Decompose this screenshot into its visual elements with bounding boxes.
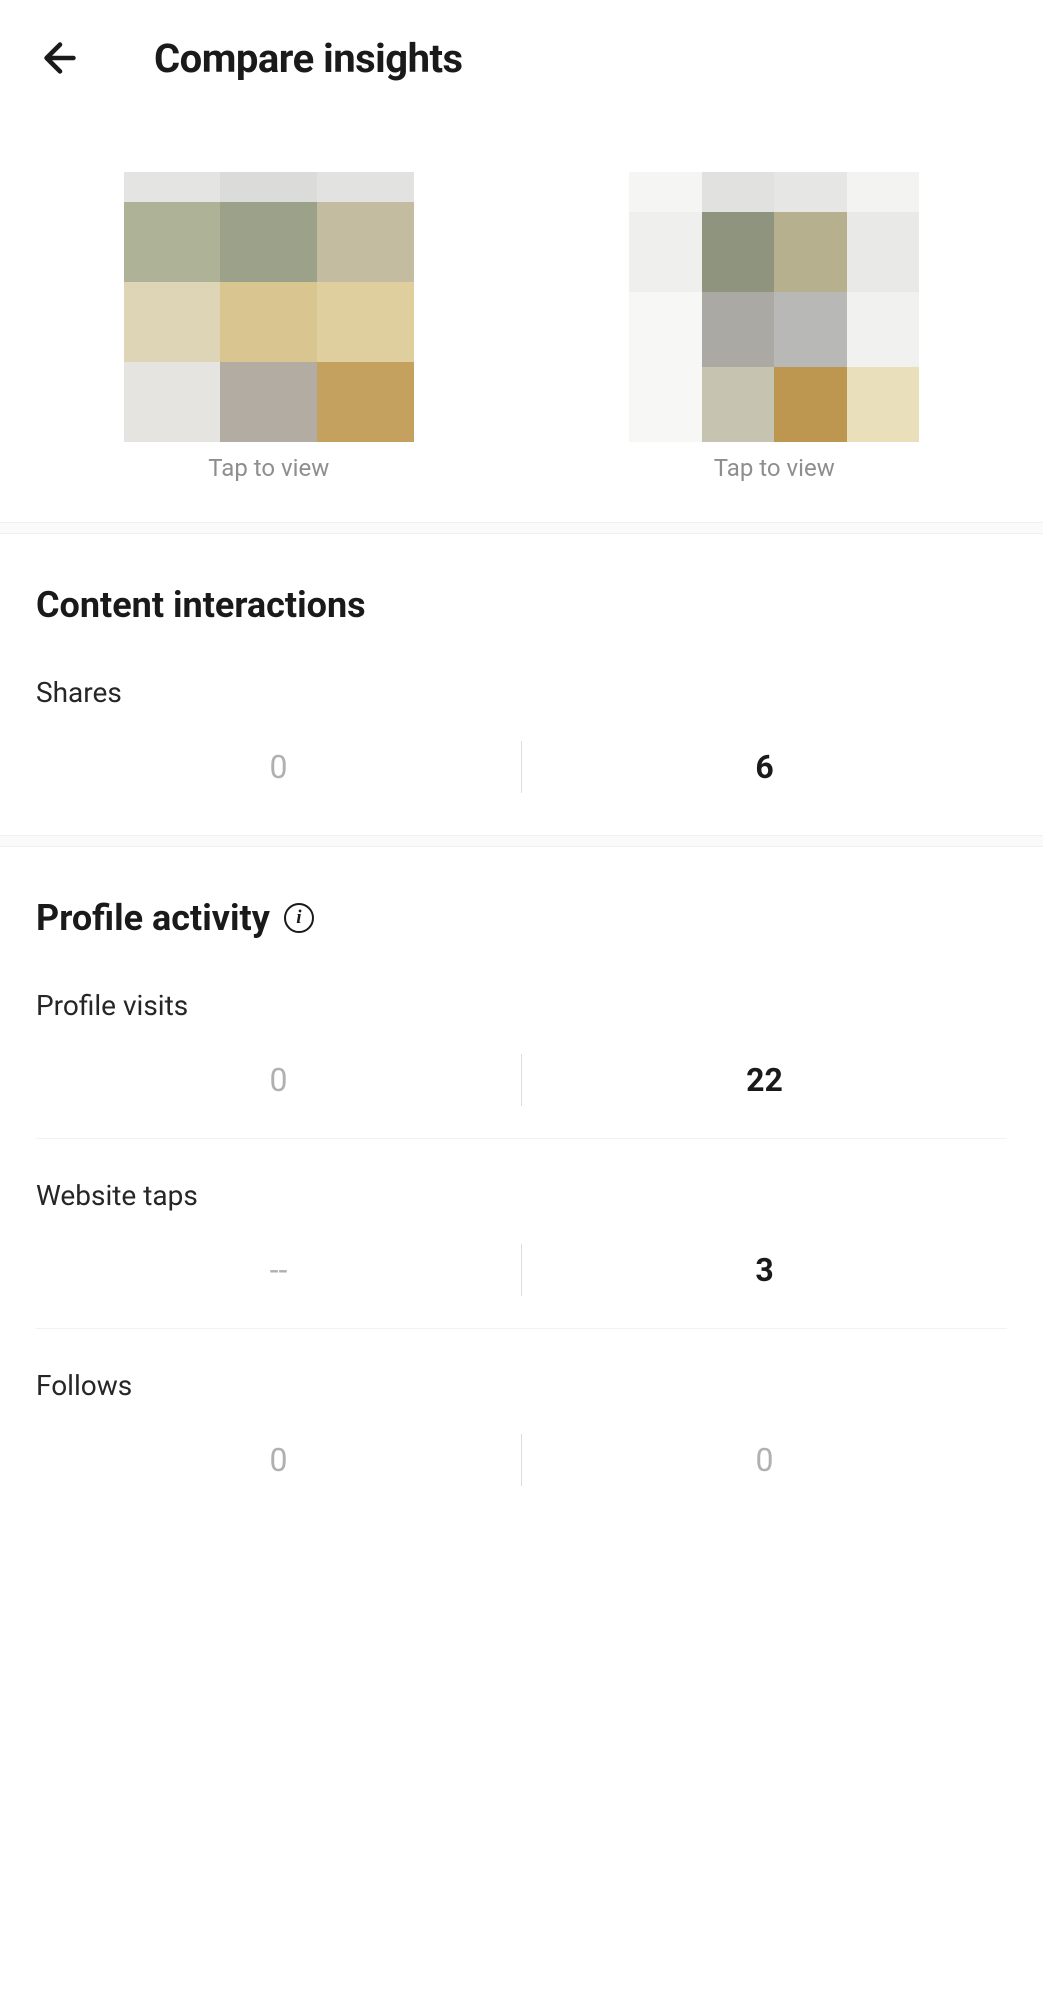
header: Compare insights — [0, 0, 1043, 102]
metric-label: Website taps — [36, 1179, 1007, 1212]
metric-value-right: 0 — [522, 1441, 1007, 1479]
pixel-cell — [220, 172, 317, 202]
thumbnail-row: Tap to view Tap to view — [0, 102, 1043, 522]
arrow-left-icon — [37, 35, 83, 81]
metric-value-right: 6 — [522, 748, 1007, 786]
metric-label: Follows — [36, 1369, 1007, 1402]
section-title: Content interactions — [36, 584, 1007, 626]
metric-value-left: 0 — [36, 748, 521, 786]
pixel-cell — [124, 202, 221, 282]
section: Profile activityiProfile visits022Websit… — [0, 847, 1043, 1528]
pixel-cell — [847, 172, 920, 212]
pixel-cell — [774, 212, 847, 292]
pixel-cell — [702, 212, 775, 292]
info-icon[interactable]: i — [284, 903, 314, 933]
metric-row: 00 — [36, 1430, 1007, 1490]
metric-label: Shares — [36, 676, 1007, 709]
section: Content interactions Shares 06 — [0, 534, 1043, 835]
pixel-cell — [124, 172, 221, 202]
pixel-cell — [220, 362, 317, 442]
thumbnail-right[interactable] — [629, 172, 919, 442]
sections-container: Content interactionsShares06Profile acti… — [0, 534, 1043, 1528]
metric-block: Shares 06 — [36, 676, 1007, 825]
thumbnail-col-left: Tap to view — [36, 172, 502, 482]
pixel-cell — [124, 362, 221, 442]
metric-block: Website taps --3 — [36, 1179, 1007, 1329]
metric-value-right: 22 — [522, 1061, 1007, 1099]
pixel-cell — [629, 172, 702, 212]
pixel-cell — [629, 292, 702, 367]
section-title: Profile activity i — [36, 897, 1007, 939]
metric-value-right: 3 — [522, 1251, 1007, 1289]
thumbnail-caption: Tap to view — [208, 454, 329, 482]
section-divider — [0, 835, 1043, 847]
metric-row: --3 — [36, 1240, 1007, 1300]
metric-row: 022 — [36, 1050, 1007, 1110]
pixel-cell — [629, 212, 702, 292]
metric-row: 06 — [36, 737, 1007, 797]
pixel-cell — [317, 362, 414, 442]
pixel-cell — [702, 172, 775, 212]
pixel-cell — [702, 292, 775, 367]
metric-value-left: 0 — [36, 1061, 521, 1099]
pixel-cell — [317, 202, 414, 282]
thumbnail-left[interactable] — [124, 172, 414, 442]
metric-value-left: -- — [36, 1251, 521, 1289]
pixel-cell — [124, 282, 221, 362]
pixel-cell — [774, 367, 847, 442]
thumbnail-col-right: Tap to view — [542, 172, 1008, 482]
thumbnail-caption: Tap to view — [714, 454, 835, 482]
pixel-cell — [220, 202, 317, 282]
metric-block: Profile visits 022 — [36, 989, 1007, 1139]
pixel-cell — [774, 292, 847, 367]
section-divider — [0, 522, 1043, 534]
section-title-text: Content interactions — [36, 584, 366, 626]
pixel-cell — [847, 367, 920, 442]
metric-label: Profile visits — [36, 989, 1007, 1022]
pixel-cell — [847, 212, 920, 292]
pixel-cell — [847, 292, 920, 367]
page-title: Compare insights — [154, 35, 463, 82]
pixel-cell — [317, 172, 414, 202]
pixel-cell — [702, 367, 775, 442]
pixel-cell — [317, 282, 414, 362]
pixel-cell — [629, 367, 702, 442]
metric-block: Follows 00 — [36, 1369, 1007, 1518]
metric-value-left: 0 — [36, 1441, 521, 1479]
pixel-cell — [774, 172, 847, 212]
back-button[interactable] — [36, 34, 84, 82]
section-title-text: Profile activity — [36, 897, 270, 939]
pixel-cell — [220, 282, 317, 362]
